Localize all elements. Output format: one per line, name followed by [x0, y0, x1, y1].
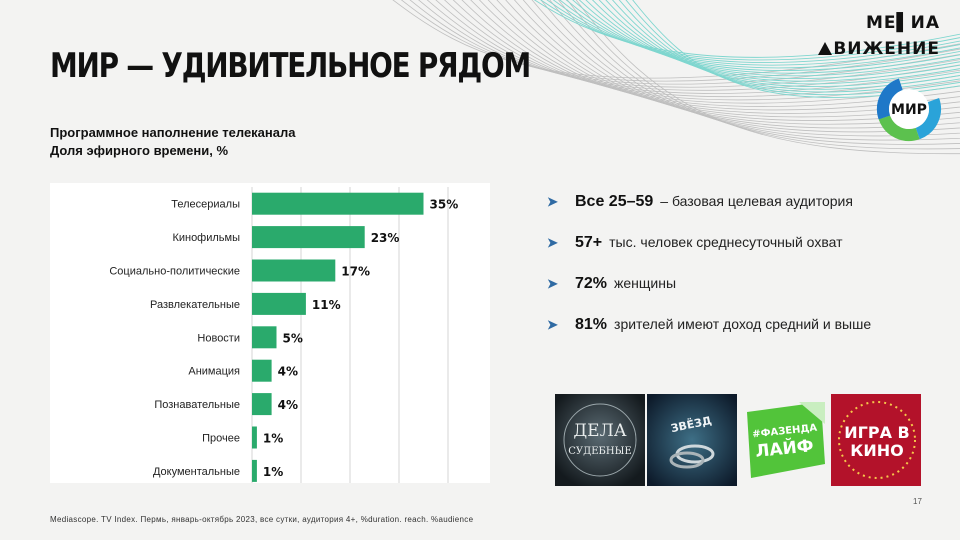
brand-line-1: МЕ▌ИА [866, 13, 940, 33]
arrow-right-icon: ➤ [547, 194, 558, 209]
category-label: Анимация [188, 366, 240, 378]
audience-facts: ➤ Все 25–59 – базовая целевая аудитория … [547, 193, 947, 357]
arrow-right-icon: ➤ [547, 317, 558, 332]
category-label: Документальные [153, 466, 240, 478]
bar [252, 326, 277, 349]
bar [252, 192, 424, 215]
category-label: Познавательные [154, 399, 240, 411]
fact-highlight: Все 25–59 [575, 193, 654, 210]
value-label: 11% [312, 298, 341, 312]
source-note: Mediascope. TV Index. Пермь, январь-октя… [50, 515, 474, 524]
value-label: 35% [430, 198, 459, 212]
bar [252, 226, 365, 249]
category-label: Новости [197, 332, 240, 344]
fact-highlight: 72% [575, 275, 608, 292]
chart-subtitle: Программное наполнение телеканала Доля э… [50, 124, 295, 160]
category-label: Телесериалы [171, 199, 240, 211]
bar [252, 393, 272, 416]
value-label: 17% [341, 265, 370, 279]
fact-text: женщины [614, 275, 677, 291]
value-label: 23% [371, 231, 400, 245]
value-label: 1% [263, 432, 283, 446]
arrow-right-icon: ➤ [547, 235, 558, 250]
fact-item: ➤ 72% женщины [547, 275, 947, 316]
mir-channel-logo: МИР [877, 77, 941, 141]
subtitle-line-2: Доля эфирного времени, % [50, 143, 229, 158]
fact-text: – базовая целевая аудитория [660, 193, 853, 209]
show-dela-sudebnye: ДЕЛА СУДЕБНЫЕ [555, 394, 645, 486]
fact-item: ➤ Все 25–59 – базовая целевая аудитория [547, 193, 947, 234]
subtitle-line-1: Программное наполнение телеканала [50, 125, 296, 140]
bar [252, 259, 336, 282]
brand-line-2: ВИЖЕНИЕ [818, 36, 940, 62]
show-posters: ДЕЛА СУДЕБНЫЕ ЗВЁЗД #ФАЗЕНДА ЛАЙФ [555, 394, 923, 486]
brand-logo: МЕ▌ИА ВИЖЕНИЕ [818, 10, 940, 62]
value-label: 5% [283, 331, 303, 345]
category-label: Кинофильмы [172, 232, 240, 244]
triangle-icon [818, 42, 833, 55]
page-title: МИР — УДИВИТЕЛЬНОЕ РЯДОМ [50, 46, 531, 86]
show-title-line-1: ДЕЛА [573, 421, 626, 441]
value-label: 1% [263, 465, 283, 479]
value-label: 4% [278, 398, 298, 412]
fact-item: ➤ 81% зрителей имеют доход средний и выш… [547, 316, 947, 357]
arrow-right-icon: ➤ [547, 276, 558, 291]
fact-item: ➤ 57+ тыс. человек среднесуточный охват [547, 234, 947, 275]
show-title-line-2: СУДЕБНЫЕ [568, 446, 632, 457]
show-sojuz: ЗВЁЗД [647, 394, 737, 486]
bar [252, 426, 257, 449]
fact-highlight: 57+ [575, 234, 603, 251]
bar [252, 292, 306, 315]
show-igra-v-kino: ИГРА В КИНО [831, 394, 921, 486]
bar [252, 459, 257, 482]
bar-chart: Телесериалы 35% Кинофильмы 23% Социально-пол… [109, 187, 459, 483]
category-label: Прочее [202, 433, 240, 445]
show-title-line-2: КИНО [850, 441, 903, 460]
category-label: Развлекательные [150, 299, 240, 311]
fact-highlight: 81% [575, 316, 608, 333]
category-label: Социально-политические [109, 266, 240, 278]
fact-text: зрителей имеют доход средний и выше [614, 316, 872, 332]
show-fazenda: #ФАЗЕНДА ЛАЙФ [739, 394, 829, 486]
bar [252, 359, 272, 382]
mir-logo-text: МИР [891, 102, 927, 118]
value-label: 4% [278, 365, 298, 379]
page-number: 17 [913, 497, 922, 506]
fact-text: тыс. человек среднесуточный охват [609, 234, 843, 250]
show-title-line-1: ИГРА В [844, 423, 909, 442]
